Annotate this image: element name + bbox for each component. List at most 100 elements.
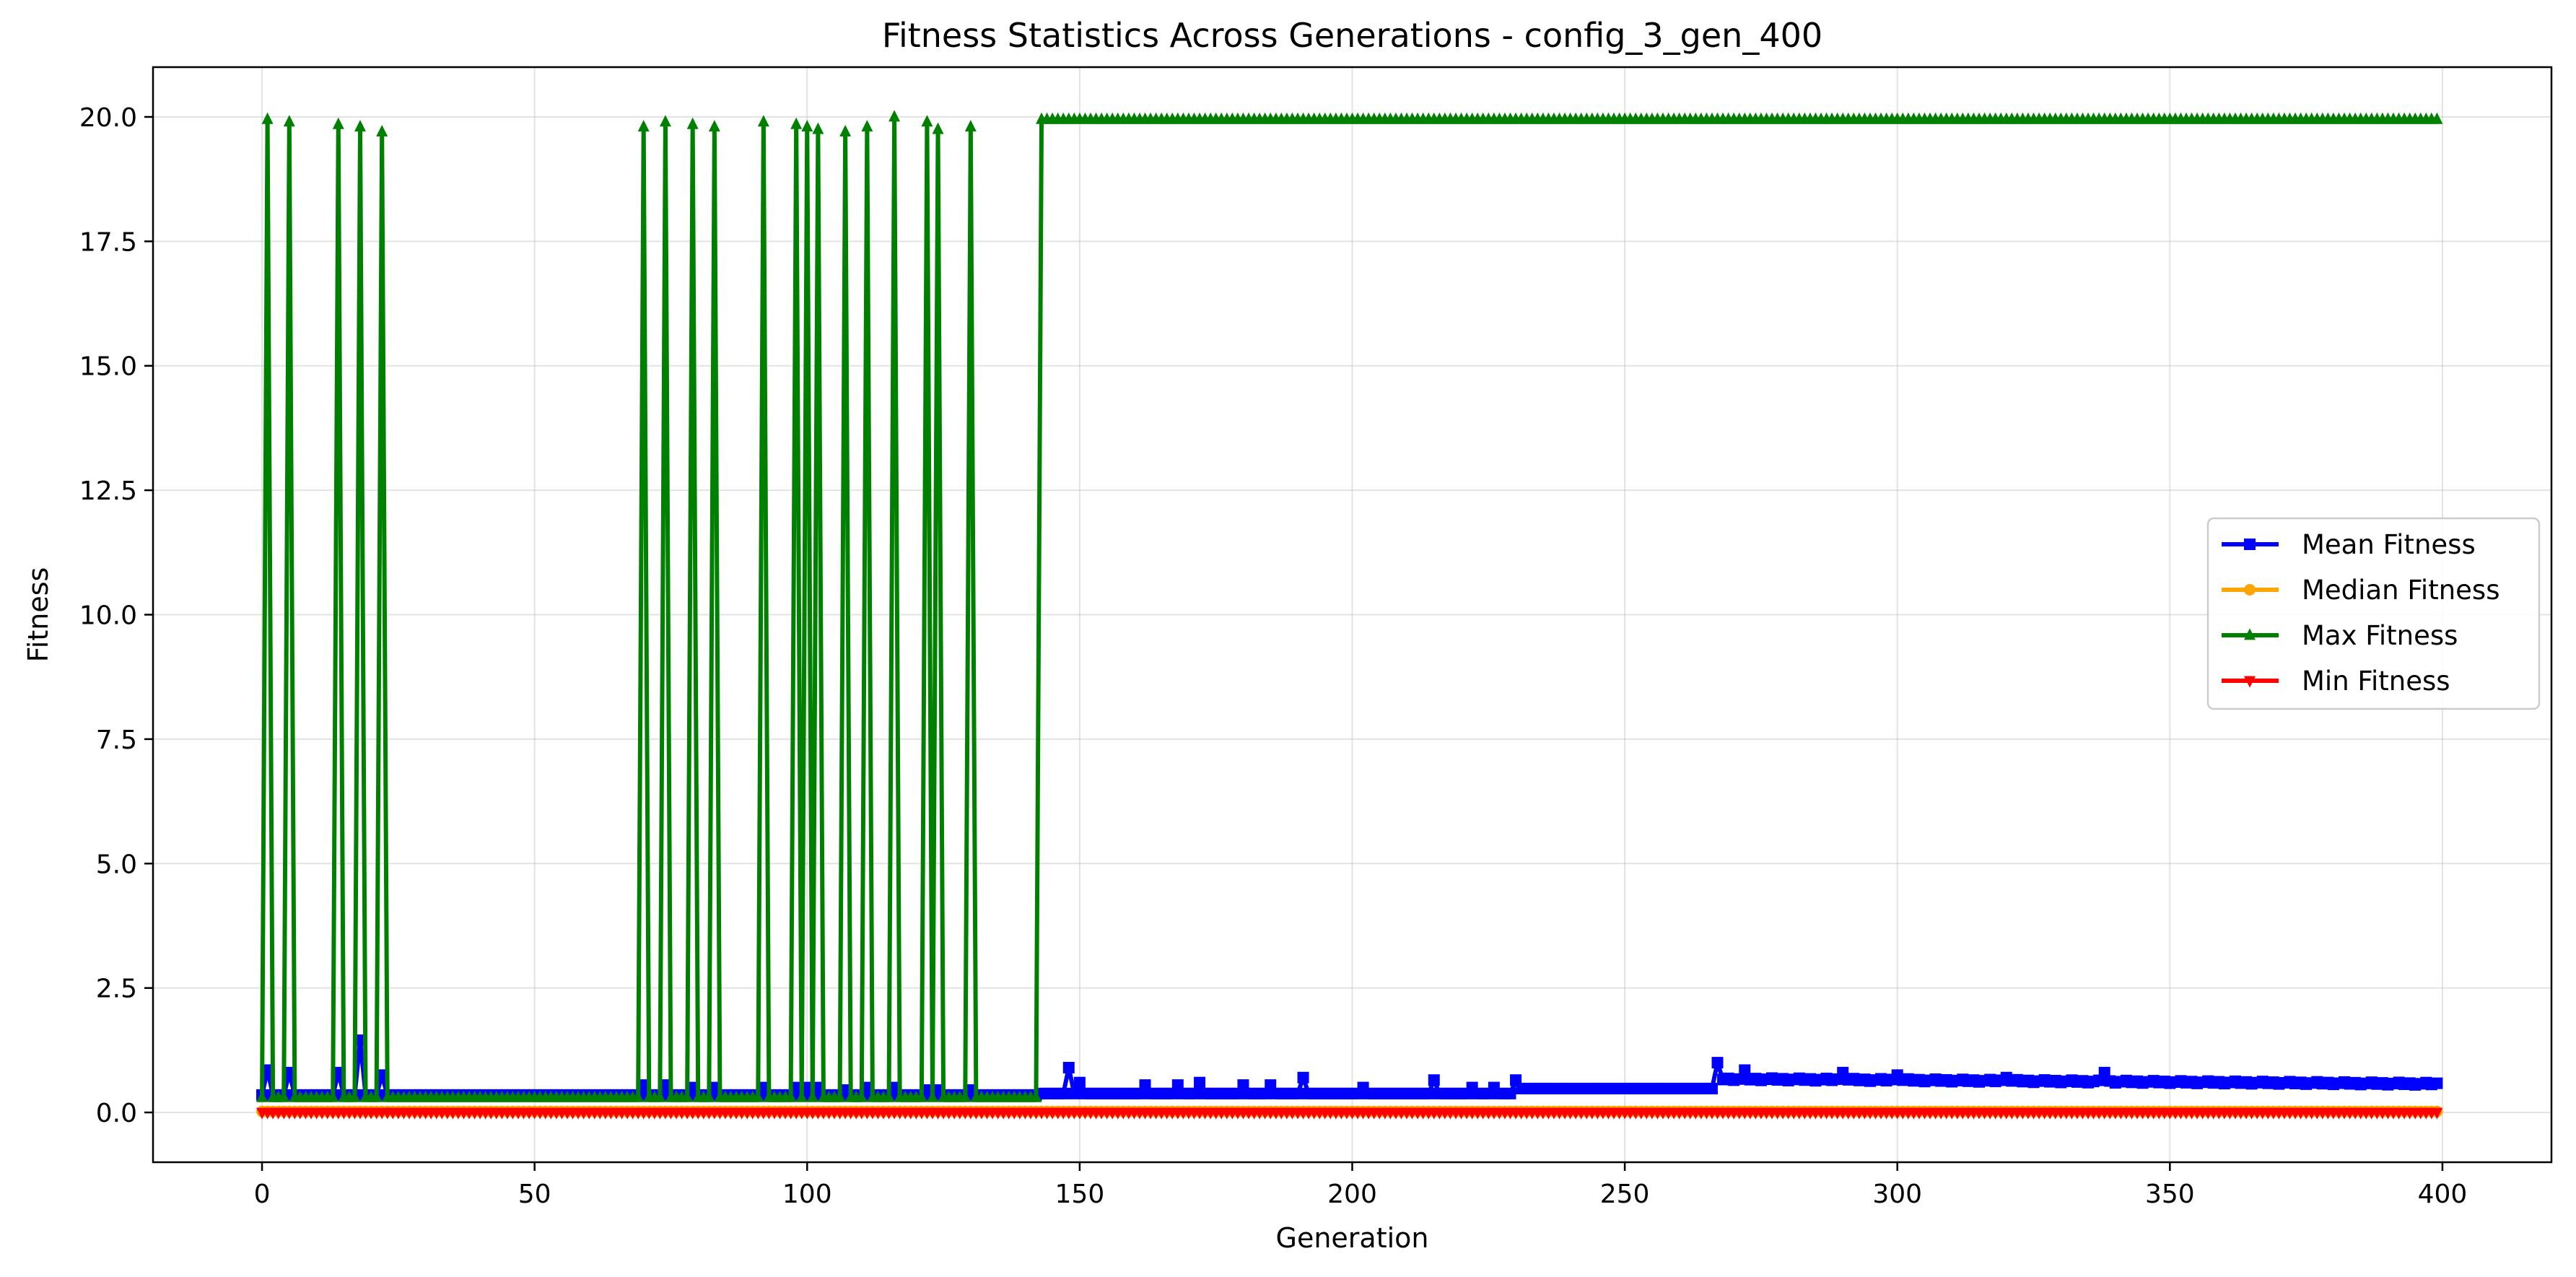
- mean-fitness-point: [261, 1064, 274, 1076]
- mean-fitness-point: [1297, 1071, 1309, 1084]
- y-tick-label: 5.0: [96, 850, 137, 879]
- x-tick-label: 300: [1872, 1180, 1922, 1209]
- max-fitness-point: [795, 1090, 808, 1102]
- max-fitness-point: [839, 125, 852, 137]
- mean-fitness-point: [1194, 1076, 1206, 1089]
- max-fitness-point: [354, 120, 366, 132]
- legend-label: Max Fitness: [2302, 620, 2458, 651]
- max-fitness-point: [757, 115, 769, 127]
- chart-title: Fitness Statistics Across Generations - …: [882, 16, 1822, 55]
- max-fitness-point: [261, 112, 274, 124]
- max-fitness-point: [370, 1090, 383, 1102]
- y-tick-label: 12.5: [79, 476, 137, 506]
- max-fitness-point: [915, 1090, 927, 1102]
- mean-fitness-point: [1073, 1076, 1086, 1089]
- max-fitness-point: [708, 120, 720, 132]
- mean-fitness-point: [1068, 1087, 1080, 1099]
- mean-fitness-point: [2431, 1077, 2443, 1089]
- y-tick-label: 2.5: [96, 975, 137, 1004]
- mean-fitness-point: [1711, 1057, 1724, 1069]
- legend-marker: [2244, 584, 2256, 596]
- max-fitness-point: [785, 1090, 797, 1102]
- x-tick-label: 350: [2145, 1180, 2195, 1209]
- max-fitness-point: [659, 115, 671, 127]
- y-tick-label: 20.0: [79, 103, 137, 133]
- mean-fitness-point: [1062, 1061, 1075, 1073]
- max-fitness-point: [883, 1090, 895, 1102]
- x-tick-label: 50: [518, 1180, 551, 1209]
- legend-marker: [2244, 539, 2256, 550]
- mean-fitness-point: [1739, 1064, 1751, 1076]
- max-fitness-point: [1030, 1090, 1042, 1102]
- legend-entry: Mean Fitness: [2222, 529, 2476, 560]
- max-fitness-point: [790, 117, 803, 129]
- max-fitness-point: [637, 120, 650, 132]
- mean-fitness-point: [1057, 1087, 1070, 1099]
- max-fitness-point: [327, 1090, 339, 1102]
- mean-fitness-point: [283, 1066, 295, 1078]
- max-fitness-point: [926, 1090, 938, 1102]
- max-fitness-point: [959, 1090, 972, 1102]
- max-fitness-point: [2431, 112, 2443, 124]
- max-fitness-point: [686, 117, 699, 129]
- min-fitness-point: [2431, 1107, 2443, 1120]
- mean-fitness-point: [1423, 1087, 1435, 1099]
- max-fitness-point: [654, 1090, 666, 1102]
- legend-label: Min Fitness: [2302, 666, 2450, 697]
- legend-marker: [2244, 628, 2256, 640]
- mean-fitness-point: [1504, 1087, 1516, 1099]
- legend-marker: [2244, 676, 2256, 688]
- max-fitness-markers: [256, 110, 2443, 1102]
- max-fitness-point: [332, 117, 344, 129]
- x-tick-label: 100: [782, 1180, 832, 1209]
- mean-fitness-point: [1188, 1087, 1200, 1099]
- legend-box: [2206, 517, 2541, 710]
- max-fitness-point: [861, 120, 873, 132]
- y-tick-label: 0.0: [96, 1099, 137, 1128]
- legend-entry: Median Fitness: [2222, 575, 2499, 606]
- max-fitness-point: [964, 120, 977, 132]
- x-tick-label: 400: [2418, 1180, 2468, 1209]
- max-fitness-point: [801, 120, 813, 132]
- x-axis-label: Generation: [1276, 1222, 1429, 1254]
- y-axis-label: Fitness: [22, 567, 54, 663]
- max-fitness-point: [376, 125, 388, 137]
- legend-label: Mean Fitness: [2302, 529, 2476, 560]
- max-fitness-point: [855, 1090, 868, 1102]
- y-tick-label: 10.0: [79, 601, 137, 631]
- max-fitness-point: [752, 1090, 764, 1102]
- legend-entry: Min Fitness: [2222, 666, 2450, 697]
- y-tick-label: 15.0: [79, 352, 137, 382]
- mean-fitness-point: [659, 1079, 671, 1091]
- max-fitness-point: [806, 1090, 818, 1102]
- mean-fitness-point: [332, 1066, 344, 1078]
- x-tick-label: 0: [254, 1180, 271, 1209]
- series-layer: [256, 110, 2443, 1120]
- y-tick-label: 17.5: [79, 227, 137, 257]
- mean-fitness-point: [1733, 1073, 1745, 1085]
- mean-fitness-point: [1291, 1087, 1304, 1099]
- max-fitness-point: [632, 1090, 645, 1102]
- axis-ticks: 0 50 100 150 200 250 300 350 400 0.0 2.5 5.0 7.5 10.0…: [79, 103, 2467, 1209]
- max-fitness-point: [834, 1090, 846, 1102]
- mean-fitness-point: [1428, 1074, 1440, 1086]
- y-tick-label: 7.5: [96, 725, 137, 755]
- max-fitness-point: [888, 110, 901, 122]
- max-fitness-point: [681, 1090, 694, 1102]
- legend-entry: Max Fitness: [2222, 620, 2458, 651]
- legend-label: Median Fitness: [2302, 575, 2499, 606]
- mean-fitness-point: [637, 1079, 650, 1091]
- max-fitness-point: [703, 1090, 715, 1102]
- min-fitness-markers: [256, 1107, 2443, 1120]
- max-fitness-point: [921, 115, 933, 127]
- mean-fitness-point: [376, 1069, 388, 1081]
- max-fitness-point: [812, 122, 824, 134]
- max-fitness-point: [349, 1090, 361, 1102]
- mean-fitness-point: [1706, 1082, 1718, 1094]
- max-fitness-point: [278, 1090, 290, 1102]
- max-fitness-point: [932, 122, 944, 134]
- x-tick-label: 150: [1055, 1180, 1105, 1209]
- x-tick-label: 250: [1600, 1180, 1650, 1209]
